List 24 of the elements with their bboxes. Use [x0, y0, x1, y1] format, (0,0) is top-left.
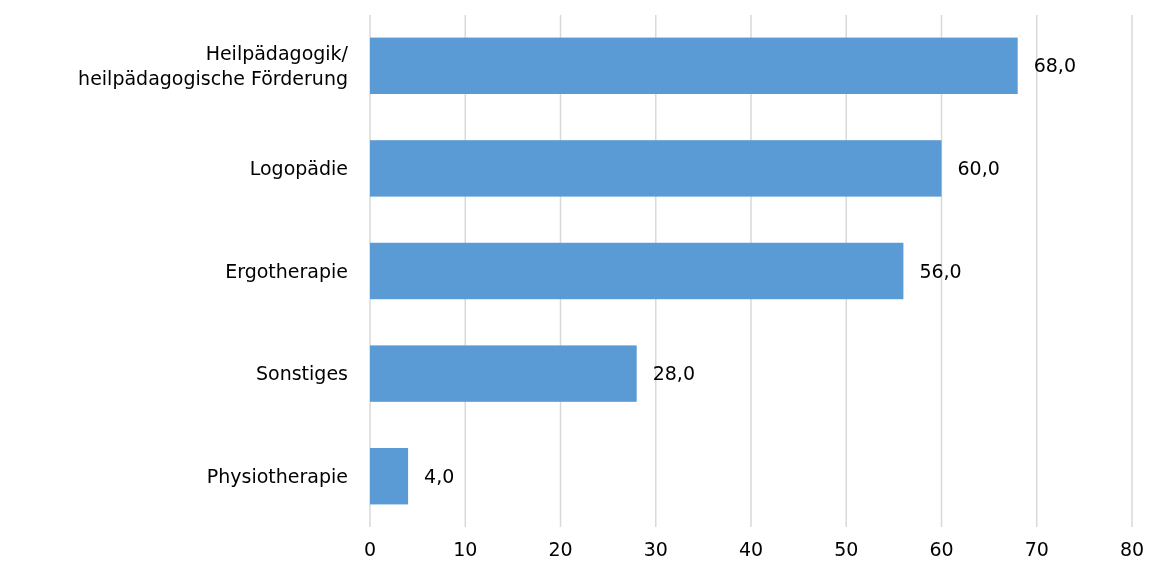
bar	[370, 345, 637, 402]
data-label: 4,0	[424, 464, 455, 487]
bar	[370, 140, 942, 197]
x-tick-label: 50	[834, 538, 859, 560]
y-tick-label: Logopädie	[249, 157, 348, 180]
data-label: 68,0	[1033, 54, 1077, 77]
data-label: 28,0	[652, 362, 696, 385]
y-tick-label: Sonstiges	[255, 362, 348, 385]
x-tick-label: 80	[1119, 538, 1145, 560]
bar	[370, 242, 904, 300]
y-tick-label: Physiotherapie	[206, 464, 348, 487]
x-tick-label: 0	[363, 538, 377, 560]
x-tick-label: 30	[643, 538, 668, 560]
y-tick-label: Ergotherapie	[225, 259, 348, 282]
bar	[370, 37, 1018, 95]
x-tick-label: 10	[453, 538, 478, 560]
x-tick-label: 70	[1024, 538, 1049, 560]
data-label: 56,0	[919, 259, 962, 282]
data-label: 60,0	[957, 157, 1000, 180]
bar	[370, 447, 409, 505]
x-tick-label: 60	[929, 538, 954, 560]
y-tick-label: Heilpädagogik/heilpädagogische Förderung	[78, 41, 349, 89]
x-tick-label: 40	[738, 538, 764, 560]
x-tick-label: 20	[548, 538, 573, 560]
